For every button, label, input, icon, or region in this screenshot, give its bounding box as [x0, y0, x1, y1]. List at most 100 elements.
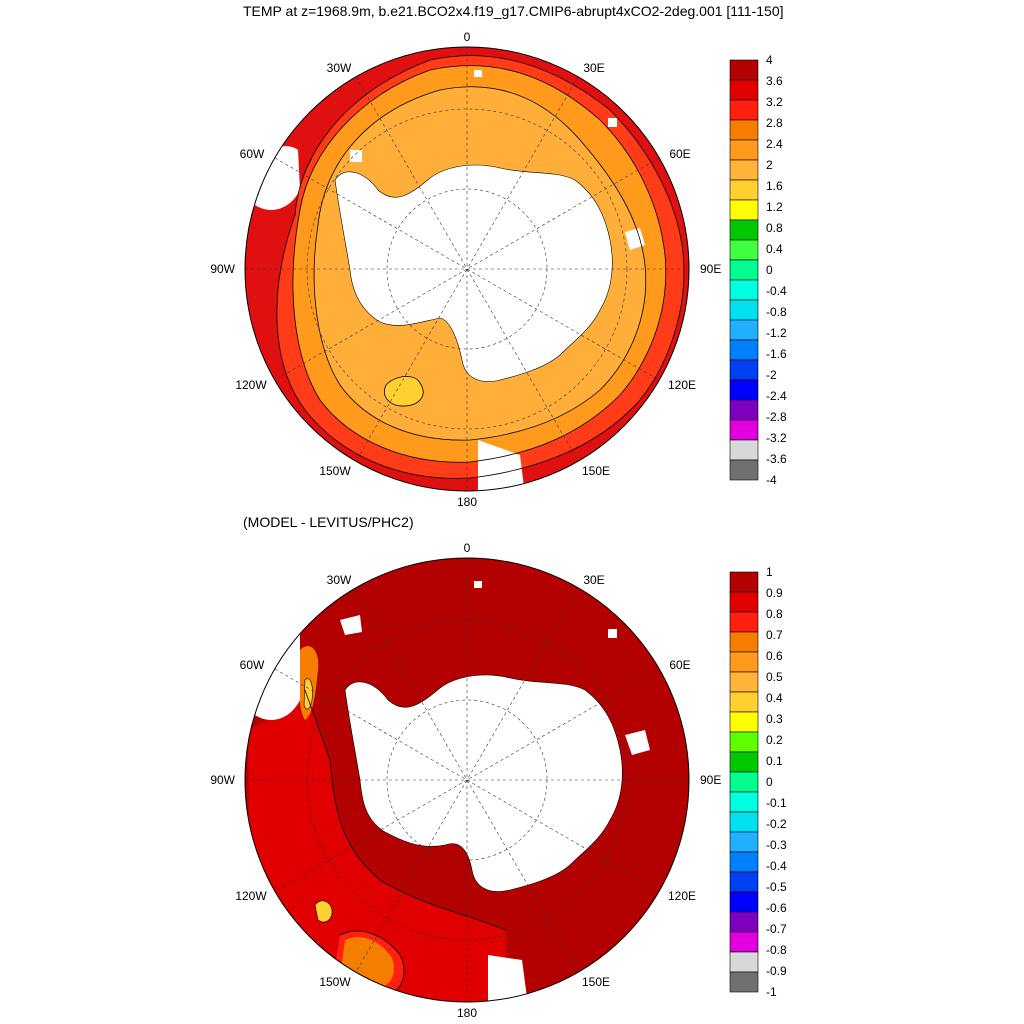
top-colorbar-swatch: [729, 139, 759, 161]
bottom-colorbar-label: 0.7: [766, 628, 783, 642]
bottom-label-150e: 150E: [582, 975, 610, 989]
bottom-colorbar-swatch: [729, 811, 759, 833]
bottom-colorbar-swatch: [729, 971, 759, 993]
bottom-colorbar-swatch: [729, 591, 759, 613]
map-title: TEMP at z=1968.9m, b.e21.BCO2x4.f19_g17.…: [243, 3, 784, 19]
bottom-colorbar-swatch: [729, 611, 759, 633]
bottom-colorbar-swatch: [729, 831, 759, 853]
bottom-warm-region: [248, 690, 510, 1002]
top-colorbar-label: 2: [766, 158, 773, 172]
bottom-colorbar-swatch: [729, 731, 759, 753]
bottom-colorbar-swatch: [729, 951, 759, 973]
top-colorbar-label: -1.6: [766, 347, 787, 361]
bottom-label-90e: 90E: [700, 773, 721, 787]
top-colorbar-swatch: [729, 179, 759, 201]
top-label-0: 0: [464, 30, 471, 44]
bottom-yellow-patch: [314, 900, 333, 923]
bottom-land-fragment: [340, 615, 362, 635]
bottom-colorbar-swatch: [729, 751, 759, 773]
bottom-colorbar-label: -0.1: [766, 796, 787, 810]
top-label-30w: 30W: [327, 61, 352, 75]
top-colorbar-swatch: [729, 259, 759, 281]
top-colorbar-label: -1.2: [766, 326, 787, 340]
bottom-colorbar-label: 0.2: [766, 733, 783, 747]
bottom-yellow-strip: [303, 678, 313, 710]
top-colorbar-label: -2.8: [766, 410, 787, 424]
bottom-colorbar-label: 0: [766, 775, 773, 789]
top-colorbar-label: -2.4: [766, 389, 787, 403]
top-colorbar-label: -0.8: [766, 305, 787, 319]
top-colorbar-label: 3.6: [766, 74, 783, 88]
bottom-map-border: [244, 557, 690, 1003]
bottom-colorbar-label: -0.8: [766, 943, 787, 957]
bottom-colorbar-label: -0.5: [766, 880, 787, 894]
bottom-antarctica: [344, 674, 623, 892]
top-label-180: 180: [457, 495, 477, 509]
top-colorbar-label: 0.4: [766, 242, 783, 256]
bottom-colorbar-label: -0.9: [766, 964, 787, 978]
bottom-colorbar-label: 0.8: [766, 607, 783, 621]
top-contour: [276, 55, 685, 479]
top-colorbar-swatch: [729, 219, 759, 241]
bottom-colorbar-label: 0.6: [766, 649, 783, 663]
top-label-150e: 150E: [582, 464, 610, 478]
top-colorbar-swatch: [729, 439, 759, 461]
bottom-land-fragment: [608, 629, 617, 638]
bottom-colorbar-label: -0.7: [766, 922, 787, 936]
bottom-colorbar-swatch: [729, 851, 759, 873]
bottom-colorbar: 1 0.9 0.8 0.7 0.6 0.5 0.4 0.3 0.2 0.1 0 -0.1 -0.2 -0.…: [729, 565, 787, 999]
top-colorbar-swatch: [729, 99, 759, 121]
top-colorbar-label: -3.2: [766, 431, 787, 445]
top-colorbar-swatch: [729, 79, 759, 101]
top-colorbar-swatch: [729, 299, 759, 321]
top-colorbar-swatch: [729, 339, 759, 361]
map-subtitle: (MODEL - LEVITUS/PHC2): [243, 514, 414, 530]
bottom-colorbar-label: 0.5: [766, 670, 783, 684]
top-colorbar-label: 3.2: [766, 95, 783, 109]
top-contour: [292, 65, 667, 463]
top-land-fragment: [350, 150, 362, 162]
top-land-fragment: [608, 118, 617, 127]
bottom-label-180: 180: [457, 1006, 477, 1020]
top-colorbar-label: 2.4: [766, 137, 783, 151]
top-colorbar-label: -2: [766, 368, 777, 382]
bottom-colorbar-label: 0.3: [766, 712, 783, 726]
bottom-colorbar-label: -0.4: [766, 859, 787, 873]
bottom-colorbar-label: -1: [766, 985, 777, 999]
top-colorbar-swatch: [729, 399, 759, 421]
bottom-colorbar-label: 0.1: [766, 754, 783, 768]
bottom-colorbar-swatch: [729, 771, 759, 793]
top-label-60w: 60W: [240, 147, 265, 161]
top-colorbar-label: 0.8: [766, 221, 783, 235]
top-label-90e: 90E: [700, 262, 721, 276]
top-colorbar-label: 2.8: [766, 116, 783, 130]
top-colorbar-label: -3.6: [766, 452, 787, 466]
bottom-label-150w: 150W: [319, 975, 351, 989]
top-contour: [313, 86, 647, 441]
bottom-colorbar-swatch: [729, 871, 759, 893]
top-label-120e: 120E: [668, 378, 696, 392]
bottom-land-fragment: [625, 730, 650, 755]
top-label-90w: 90W: [210, 262, 235, 276]
bottom-label-60w: 60W: [240, 658, 265, 672]
top-colorbar-swatch: [729, 379, 759, 401]
bottom-colorbar-swatch: [729, 891, 759, 913]
bottom-label-60e: 60E: [669, 658, 690, 672]
top-label-60e: 60E: [669, 147, 690, 161]
bottom-colorbar-swatch: [729, 651, 759, 673]
top-colorbar-label: 1.2: [766, 200, 783, 214]
bottom-label-120w: 120W: [235, 889, 267, 903]
top-colorbar-label: -4: [766, 473, 777, 487]
top-colorbar-swatch: [729, 459, 759, 481]
bottom-label-30w: 30W: [327, 573, 352, 587]
bottom-colorbar-label: 0.9: [766, 586, 783, 600]
top-label-150w: 150W: [319, 464, 351, 478]
bottom-polar-map: 0 30E 60E 90E 120E 150E 180 150W 120W 90…: [210, 541, 721, 1020]
top-colorbar-swatch: [729, 199, 759, 221]
bottom-label-0: 0: [464, 541, 471, 555]
top-polar-map: 0 30E 60E 90E 120E 150E 180 150W 120W 90…: [210, 30, 721, 509]
top-colorbar-label: 4: [766, 53, 773, 67]
bottom-colorbar-swatch: [729, 691, 759, 713]
bottom-colorbar-swatch: [729, 931, 759, 953]
